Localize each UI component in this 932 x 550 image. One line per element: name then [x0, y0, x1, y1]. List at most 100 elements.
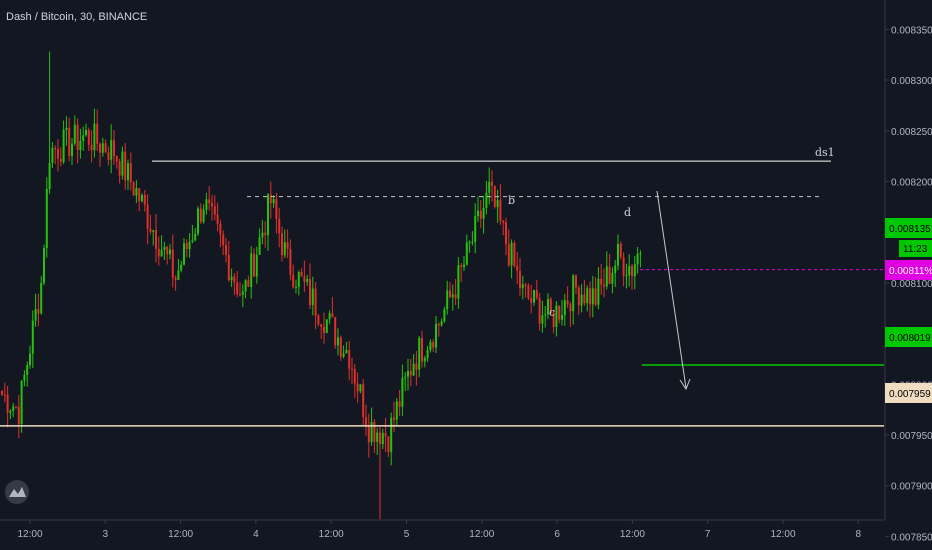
candle-body	[323, 326, 325, 334]
candle-body	[124, 151, 127, 181]
candle-body	[527, 285, 530, 298]
candle-body	[283, 242, 286, 256]
candle-body	[73, 124, 76, 144]
candle-body	[99, 143, 101, 153]
candle-body	[561, 315, 563, 320]
candle-body	[40, 282, 43, 314]
candle-body	[535, 289, 538, 299]
candle-body	[247, 280, 250, 287]
time-axis[interactable]: 12:00 3 12:00 4 12:00 5 12:00 6 12:00 7 12:00 8	[17, 520, 862, 540]
candle-body	[521, 284, 524, 289]
candle-body	[505, 222, 507, 245]
candle-body	[48, 162, 51, 190]
candle-body	[267, 194, 269, 236]
candle-body	[202, 209, 205, 223]
candle-body	[222, 234, 225, 246]
candle-body	[216, 214, 219, 224]
candle-body	[250, 253, 253, 287]
candle-body	[395, 401, 398, 420]
candle-body	[54, 147, 57, 150]
candle-body	[183, 243, 185, 265]
support-level-tag: 0.007959	[885, 383, 932, 403]
candle-body	[510, 242, 513, 266]
candle-body	[29, 353, 31, 366]
candle-body	[297, 272, 300, 287]
price-tick-label: 0.008100	[891, 279, 932, 290]
candle-body	[208, 199, 211, 204]
candle-body	[241, 291, 244, 295]
candle-body	[12, 406, 15, 411]
candle-body	[381, 432, 384, 445]
candle-body	[118, 161, 121, 176]
candle-body	[110, 140, 113, 160]
candle-body	[454, 294, 457, 299]
candle-body	[465, 242, 468, 265]
candle-body	[597, 278, 600, 305]
candle-body	[59, 158, 62, 162]
time-tick-label: 6	[554, 529, 560, 540]
candle-body	[1, 390, 3, 395]
candle-body	[356, 383, 359, 392]
candle-body	[477, 210, 479, 217]
candle-body	[583, 294, 586, 304]
time-tick-label: 12:00	[168, 529, 193, 540]
candle-body	[507, 244, 510, 266]
candle-body	[152, 230, 155, 232]
candle-body	[572, 275, 575, 312]
candle-body	[157, 248, 160, 257]
svg-text:0.007959: 0.007959	[889, 389, 931, 400]
candle-body	[34, 309, 37, 321]
candle-body	[353, 368, 356, 384]
price-tick-label: 0.008300	[891, 76, 932, 87]
candle-body	[264, 232, 267, 236]
candle-body	[51, 147, 54, 163]
candle-body	[370, 421, 373, 443]
candle-body	[127, 163, 129, 181]
candle-body	[20, 380, 23, 425]
candle-body	[79, 140, 82, 151]
candle-body	[457, 265, 460, 299]
candle-body	[166, 246, 169, 255]
candle-body	[57, 149, 59, 159]
candle-body	[622, 257, 625, 276]
candle-body	[409, 371, 412, 376]
projection-arrow[interactable]	[656, 190, 691, 391]
candle-body	[121, 151, 124, 176]
candle-body	[443, 309, 446, 322]
time-tick-label: 12:00	[469, 529, 494, 540]
candle-body	[113, 140, 115, 157]
time-tick-label: 12:00	[319, 529, 344, 540]
last-price-tag: 0.008135	[885, 218, 932, 238]
candle-body	[449, 290, 451, 298]
candle-body	[639, 253, 642, 255]
time-tick-label: 12:00	[17, 529, 42, 540]
candle-body	[309, 278, 311, 306]
candle-body	[146, 204, 149, 229]
candle-body	[281, 233, 283, 256]
candle-body	[138, 188, 141, 202]
candle-body	[135, 188, 138, 196]
candle-body	[603, 284, 605, 287]
candle-body	[93, 123, 96, 151]
candle-body	[524, 284, 527, 286]
candle-body	[563, 300, 566, 316]
candle-body	[31, 320, 34, 354]
candle-body	[566, 300, 569, 305]
candle-body	[289, 248, 292, 275]
candle-body	[569, 304, 572, 312]
candle-body	[314, 288, 317, 316]
candle-body	[185, 243, 188, 250]
candle-body	[219, 223, 222, 235]
candle-body	[269, 194, 272, 204]
candle-body	[589, 288, 591, 305]
candle-body	[155, 230, 157, 249]
candle-body	[194, 233, 197, 241]
candle-body	[278, 218, 281, 234]
candle-body	[538, 298, 541, 324]
candle-body	[9, 410, 12, 413]
tradingview-logo-icon[interactable]	[5, 480, 29, 504]
candle-body	[418, 337, 421, 370]
chart-title: Dash / Bitcoin, 30, BINANCE	[6, 11, 147, 23]
candle-body	[628, 266, 631, 276]
